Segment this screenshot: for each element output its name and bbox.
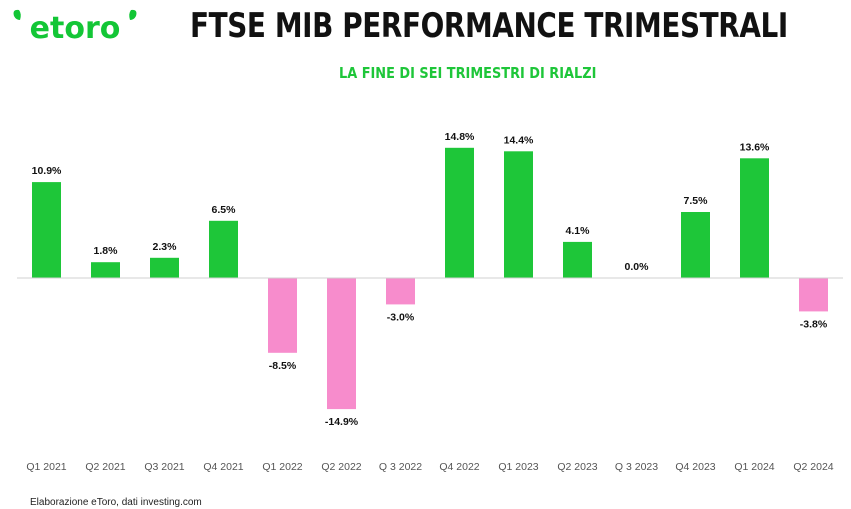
bar xyxy=(740,158,769,278)
source-note: Elaborazione eToro, dati investing.com xyxy=(30,497,202,508)
bar xyxy=(91,262,120,278)
bar xyxy=(681,212,710,278)
x-tick-label: Q3 2021 xyxy=(144,461,184,473)
data-label: 6.5% xyxy=(212,204,237,216)
data-label: -3.0% xyxy=(387,311,415,323)
data-label: 0.0% xyxy=(625,261,650,273)
bar xyxy=(32,182,61,278)
x-tick-label: Q2 2024 xyxy=(793,461,833,473)
bar xyxy=(386,278,415,305)
bar xyxy=(150,257,179,278)
x-tick-label: Q4 2021 xyxy=(203,461,243,473)
data-label: 13.6% xyxy=(740,141,770,153)
data-label: 10.9% xyxy=(32,165,62,177)
logo-right-leaf-icon xyxy=(129,9,137,20)
data-label: 14.4% xyxy=(504,134,534,146)
bar xyxy=(504,151,533,278)
x-tick-label: Q 3 2022 xyxy=(379,461,422,473)
page-subtitle: LA FINE DI SEI TRIMESTRI DI RIALZI xyxy=(339,64,597,82)
data-label: -3.8% xyxy=(800,318,828,330)
x-tick-label: Q2 2022 xyxy=(321,461,361,473)
data-label: 4.1% xyxy=(566,225,591,237)
data-label: -14.9% xyxy=(325,416,359,428)
data-label: 14.8% xyxy=(445,131,475,143)
x-tick-label: Q2 2023 xyxy=(557,461,597,473)
bar xyxy=(327,278,356,410)
bar xyxy=(445,147,474,278)
x-tick-label: Q1 2024 xyxy=(734,461,774,473)
bar xyxy=(268,278,297,353)
x-tick-label: Q1 2021 xyxy=(26,461,66,473)
x-tick-label: Q1 2023 xyxy=(498,461,538,473)
bar xyxy=(563,241,592,278)
data-label: 7.5% xyxy=(684,195,709,207)
data-label: -8.5% xyxy=(269,360,297,372)
x-tick-label: Q4 2022 xyxy=(439,461,479,473)
data-label: 1.8% xyxy=(94,245,119,257)
bar xyxy=(209,220,238,278)
x-tick-label: Q4 2023 xyxy=(675,461,715,473)
x-tick-label: Q 3 2023 xyxy=(615,461,658,473)
x-tick-label: Q2 2021 xyxy=(85,461,125,473)
x-tick-label: Q1 2022 xyxy=(262,461,302,473)
logo-left-leaf-icon xyxy=(13,9,21,20)
etoro-logo-mark: etoro xyxy=(13,9,137,46)
data-label: 2.3% xyxy=(153,241,178,253)
logo-wordmark: etoro xyxy=(30,11,121,46)
etoro-logo: etoro xyxy=(10,4,140,48)
bar xyxy=(799,278,828,312)
